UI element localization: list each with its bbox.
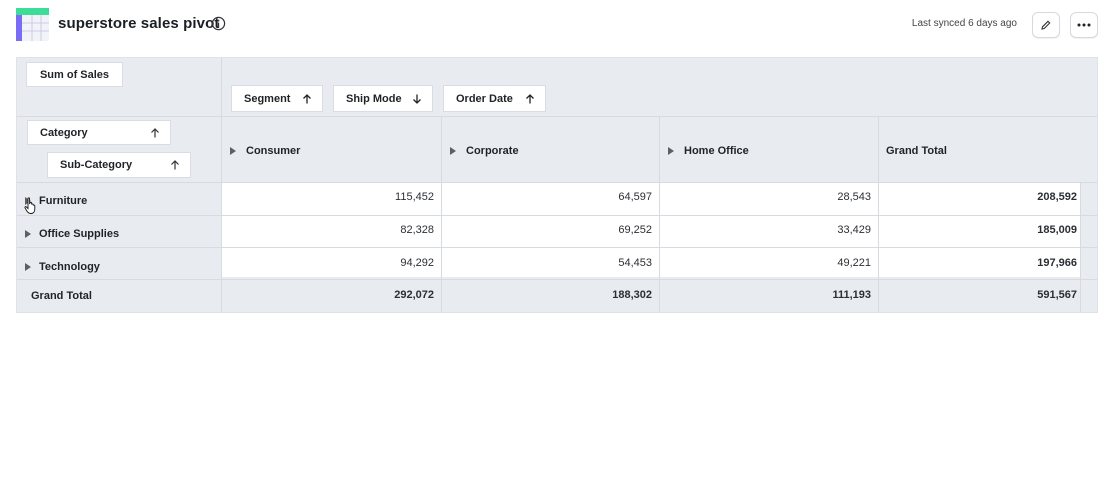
column-header-label: Consumer: [246, 145, 301, 157]
column-field-order-date[interactable]: Order Date: [443, 85, 546, 112]
table-cell: 28,543: [837, 191, 871, 203]
table-cell: 49,221: [837, 257, 871, 269]
header-bar: superstore sales pivot Last synced 6 day…: [0, 0, 1120, 48]
column-header-consumer[interactable]: Consumer: [230, 141, 430, 161]
table-cell: 64,597: [618, 191, 652, 203]
table-cell: 94,292: [400, 257, 434, 269]
grand-total-cell: 591,567: [1037, 289, 1077, 301]
more-options-button[interactable]: [1070, 12, 1098, 38]
pivot-table: Sum of Sales Segment Ship Mode Order Dat…: [16, 57, 1098, 313]
sort-descending-icon[interactable]: [412, 93, 422, 104]
expand-triangle-icon[interactable]: [25, 230, 31, 238]
column-field-label: Order Date: [456, 92, 513, 105]
column-header-label: Grand Total: [886, 145, 947, 157]
hand-cursor-icon: [24, 197, 36, 214]
expand-triangle-icon[interactable]: [450, 147, 456, 155]
column-header-home-office[interactable]: Home Office: [668, 141, 868, 161]
sort-ascending-icon[interactable]: [170, 160, 180, 171]
column-header-corporate[interactable]: Corporate: [450, 141, 650, 161]
table-cell: 54,453: [618, 257, 652, 269]
row-field-label: Category: [40, 126, 88, 139]
page-title: superstore sales pivot: [58, 15, 220, 32]
grand-total-label: Grand Total: [31, 290, 92, 302]
grand-total-cell: 292,072: [394, 289, 434, 301]
expand-triangle-icon[interactable]: [25, 263, 31, 271]
row-field-sub-category[interactable]: Sub-Category: [47, 152, 191, 178]
row-label: Furniture: [39, 195, 88, 207]
row-header-office-supplies[interactable]: Office Supplies: [25, 224, 215, 244]
table-cell-total: 185,009: [1037, 224, 1077, 236]
column-header-label: Corporate: [466, 145, 519, 157]
value-field-label: Sum of Sales: [39, 68, 110, 81]
table-cell: 115,452: [395, 191, 434, 203]
column-field-label: Segment: [244, 92, 291, 105]
row-field-category[interactable]: Category: [27, 120, 171, 145]
grand-total-cell: 188,302: [612, 289, 652, 301]
sort-ascending-icon[interactable]: [525, 93, 535, 104]
info-icon[interactable]: [211, 16, 226, 31]
table-cell-total: 208,592: [1037, 191, 1077, 203]
table-cell: 33,429: [837, 224, 871, 236]
row-header-furniture[interactable]: Furniture: [25, 191, 215, 211]
value-area: [222, 183, 1080, 277]
row-header-technology[interactable]: Technology: [25, 257, 215, 277]
row-field-label: Sub-Category: [60, 159, 133, 171]
expand-triangle-icon[interactable]: [668, 147, 674, 155]
column-field-ship-mode[interactable]: Ship Mode: [333, 85, 433, 112]
row-label: Technology: [39, 261, 100, 273]
column-header-grand-total: Grand Total: [886, 141, 1066, 161]
value-field-chip[interactable]: Sum of Sales: [26, 62, 123, 87]
ellipsis-icon: [1077, 23, 1091, 27]
edit-button[interactable]: [1032, 12, 1060, 38]
sort-ascending-icon[interactable]: [302, 93, 312, 104]
table-cell: 69,252: [618, 224, 652, 236]
table-grid-icon: [16, 8, 49, 41]
grand-total-cell: 111,193: [832, 289, 871, 301]
expand-triangle-icon[interactable]: [230, 147, 236, 155]
column-field-label: Ship Mode: [346, 92, 402, 105]
column-header-label: Home Office: [684, 145, 749, 157]
column-field-segment[interactable]: Segment: [231, 85, 323, 112]
last-synced-text: Last synced 6 days ago: [911, 18, 1017, 29]
row-label: Office Supplies: [39, 228, 120, 240]
table-cell-total: 197,966: [1037, 257, 1077, 269]
pencil-icon: [1041, 20, 1051, 30]
table-cell: 82,328: [400, 224, 434, 236]
sort-ascending-icon[interactable]: [150, 127, 160, 138]
